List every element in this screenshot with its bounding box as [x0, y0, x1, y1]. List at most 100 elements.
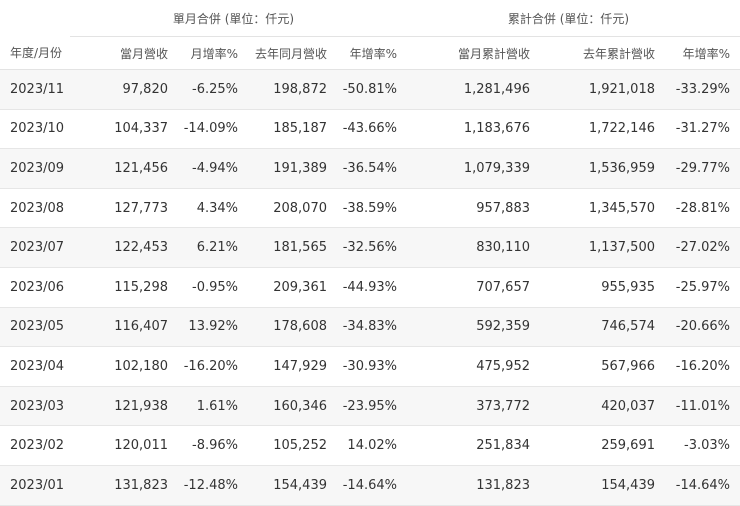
cell-month-revenue: 121,456 [70, 148, 168, 189]
cell-yoy: -43.66% [327, 109, 397, 150]
cell-cum-revenue: 830,110 [397, 227, 530, 268]
cell-mom: -14.09% [168, 109, 238, 150]
cell-last-year-cum-revenue: 1,345,570 [530, 188, 655, 229]
cell-last-year-month-revenue: 181,565 [238, 227, 327, 268]
cell-month-revenue: 122,453 [70, 227, 168, 268]
cell-last-year-month-revenue: 160,346 [238, 386, 327, 427]
table-row: 2023/06 115,298 -0.95% 209,361 -44.93% 707,65… [0, 267, 740, 308]
cell-last-year-month-revenue: 185,187 [238, 109, 327, 150]
cell-mom: -0.95% [168, 267, 238, 308]
cell-month-revenue: 97,820 [70, 69, 168, 110]
table-row: 2023/09 121,456 -4.94% 191,389 -36.54% 1,079,… [0, 148, 740, 189]
cell-cum-yoy: -11.01% [655, 386, 740, 427]
cell-yoy: -50.81% [327, 69, 397, 110]
cell-yoy: -34.83% [327, 307, 397, 348]
table-row: 2023/08 127,773 4.34% 208,070 -38.59% 957,883… [0, 188, 740, 229]
cell-period: 2023/05 [0, 307, 70, 348]
cell-cum-yoy: -28.81% [655, 188, 740, 229]
cell-period: 2023/01 [0, 465, 70, 506]
group-header-cumulative: 累計合併 (單位：仟元) [397, 0, 740, 37]
table-row: 2023/01 131,823 -12.48% 154,439 -14.64% 131,8… [0, 465, 740, 506]
cell-month-revenue: 127,773 [70, 188, 168, 229]
cell-mom: -4.94% [168, 148, 238, 189]
cell-mom: -6.25% [168, 69, 238, 110]
col-header-mom: 月增率% [168, 36, 238, 70]
cell-month-revenue: 131,823 [70, 465, 168, 506]
cell-cum-revenue: 592,359 [397, 307, 530, 348]
cell-cum-yoy: -25.97% [655, 267, 740, 308]
column-header-row: 年度/月份 當月營收 月增率% 去年同月營收 年增率% 當月累計營收 去年累計營… [0, 36, 740, 70]
cell-last-year-month-revenue: 208,070 [238, 188, 327, 229]
cell-yoy: -38.59% [327, 188, 397, 229]
cell-month-revenue: 104,337 [70, 109, 168, 150]
col-header-month-revenue: 當月營收 [70, 36, 168, 70]
cell-cum-revenue: 373,772 [397, 386, 530, 427]
cell-month-revenue: 115,298 [70, 267, 168, 308]
cell-cum-revenue: 1,079,339 [397, 148, 530, 189]
cell-cum-revenue: 251,834 [397, 425, 530, 466]
table-row: 2023/10 104,337 -14.09% 185,187 -43.66% 1,183… [0, 109, 740, 150]
table-row: 2023/02 120,011 -8.96% 105,252 14.02% 251,834… [0, 425, 740, 466]
cell-last-year-month-revenue: 178,608 [238, 307, 327, 348]
cell-last-year-cum-revenue: 1,722,146 [530, 109, 655, 150]
cell-last-year-cum-revenue: 1,921,018 [530, 69, 655, 110]
group-header-monthly: 單月合併 (單位：仟元) [70, 0, 397, 37]
cell-last-year-cum-revenue: 746,574 [530, 307, 655, 348]
cell-month-revenue: 120,011 [70, 425, 168, 466]
cell-cum-yoy: -3.03% [655, 425, 740, 466]
cell-last-year-cum-revenue: 1,137,500 [530, 227, 655, 268]
cell-cum-yoy: -14.64% [655, 465, 740, 506]
cell-last-year-cum-revenue: 259,691 [530, 425, 655, 466]
cell-period: 2023/09 [0, 148, 70, 189]
group-header-spacer [0, 0, 70, 37]
table-row: 2023/07 122,453 6.21% 181,565 -32.56% 830,110… [0, 227, 740, 268]
cell-last-year-cum-revenue: 154,439 [530, 465, 655, 506]
cell-cum-yoy: -16.20% [655, 346, 740, 387]
cell-yoy: -23.95% [327, 386, 397, 427]
cell-cum-revenue: 957,883 [397, 188, 530, 229]
cell-yoy: -36.54% [327, 148, 397, 189]
table-row: 2023/05 116,407 13.92% 178,608 -34.83% 592,35… [0, 307, 740, 348]
cell-cum-revenue: 1,281,496 [397, 69, 530, 110]
cell-period: 2023/07 [0, 227, 70, 268]
cell-month-revenue: 116,407 [70, 307, 168, 348]
cell-last-year-cum-revenue: 955,935 [530, 267, 655, 308]
cell-mom: 4.34% [168, 188, 238, 229]
cell-cum-revenue: 475,952 [397, 346, 530, 387]
cell-cum-revenue: 707,657 [397, 267, 530, 308]
cell-yoy: -14.64% [327, 465, 397, 506]
cell-period: 2023/11 [0, 69, 70, 110]
cell-cum-yoy: -31.27% [655, 109, 740, 150]
cell-last-year-month-revenue: 191,389 [238, 148, 327, 189]
cell-last-year-month-revenue: 105,252 [238, 425, 327, 466]
col-header-yoy: 年增率% [327, 36, 397, 70]
table-row: 2023/04 102,180 -16.20% 147,929 -30.93% 475,9… [0, 346, 740, 387]
cell-cum-revenue: 1,183,676 [397, 109, 530, 150]
cell-last-year-month-revenue: 147,929 [238, 346, 327, 387]
cell-period: 2023/06 [0, 267, 70, 308]
cell-last-year-month-revenue: 154,439 [238, 465, 327, 506]
cell-mom: 6.21% [168, 227, 238, 268]
cell-cum-yoy: -20.66% [655, 307, 740, 348]
cell-last-year-month-revenue: 198,872 [238, 69, 327, 110]
cell-period: 2023/10 [0, 109, 70, 150]
col-header-cum-revenue: 當月累計營收 [397, 36, 530, 70]
table-body: 2023/11 97,820 -6.25% 198,872 -50.81% 1,281,4… [0, 69, 740, 506]
cell-yoy: -32.56% [327, 227, 397, 268]
cell-mom: -8.96% [168, 425, 238, 466]
col-header-cum-yoy: 年增率% [655, 36, 740, 70]
cell-cum-yoy: -27.02% [655, 227, 740, 268]
cell-mom: -16.20% [168, 346, 238, 387]
col-header-last-year-month-revenue: 去年同月營收 [238, 36, 327, 70]
cell-month-revenue: 121,938 [70, 386, 168, 427]
cell-last-year-cum-revenue: 567,966 [530, 346, 655, 387]
cell-cum-yoy: -33.29% [655, 69, 740, 110]
table-row: 2023/11 97,820 -6.25% 198,872 -50.81% 1,281,4… [0, 69, 740, 110]
cell-period: 2023/08 [0, 188, 70, 229]
table-row: 2023/03 121,938 1.61% 160,346 -23.95% 373,772… [0, 386, 740, 427]
cell-period: 2023/02 [0, 425, 70, 466]
cell-last-year-cum-revenue: 420,037 [530, 386, 655, 427]
cell-mom: 1.61% [168, 386, 238, 427]
cell-period: 2023/04 [0, 346, 70, 387]
